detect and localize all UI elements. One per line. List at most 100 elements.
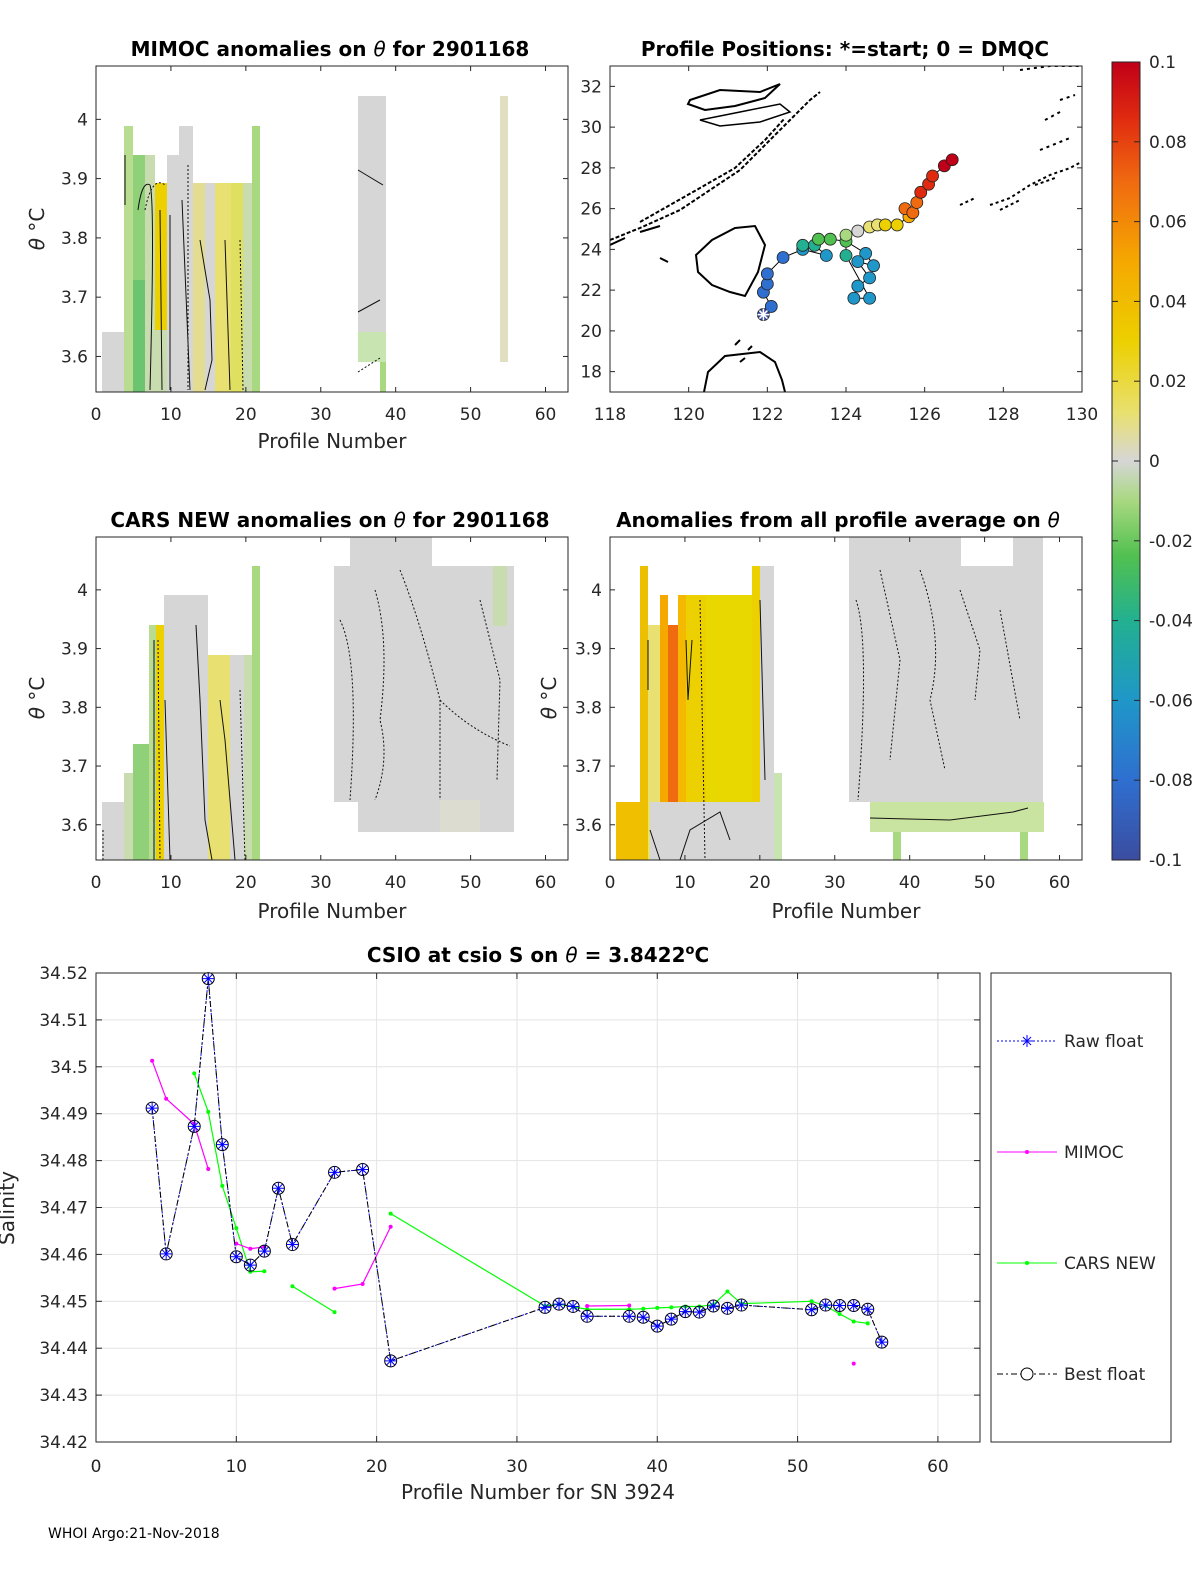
ytick-label: 3.6 [575,816,602,836]
xtick-label: 60 [1049,873,1071,893]
profile-position-marker [823,232,837,246]
panel-positions-title: Profile Positions: *=start; 0 = DMQC [641,37,1049,61]
colorbar-tick-label: 0.08 [1149,133,1187,153]
raw-float-marker [384,1354,397,1367]
map-xtick-label: 126 [908,405,940,425]
mimoc-heatmap [102,96,508,392]
raw-float-marker [637,1311,650,1324]
mimoc-point [234,1241,239,1246]
map-xtick-label: 128 [987,405,1019,425]
mimoc-point [585,1303,590,1308]
salinity-series [145,972,889,1368]
cars-new-line [292,1285,335,1313]
raw-float-marker [651,1320,664,1333]
salinity-xtick-label: 40 [646,1457,668,1477]
profile-position-marker [839,228,853,242]
xtick-label: 10 [674,873,696,893]
raw-float-marker [805,1303,818,1316]
ytick-label: 3.7 [575,757,602,777]
xtick-label: 20 [749,873,771,893]
raw-float-marker [146,1102,159,1115]
raw-float-marker [819,1299,832,1312]
profile-position-marker [945,153,959,167]
ytick-label: 3.9 [61,640,88,660]
map-ytick-label: 22 [580,281,602,301]
cars-heatmap [102,537,514,861]
map-xtick-label: 130 [1066,405,1098,425]
panel-mimoc-ylabel: θ °C [25,208,49,251]
map-xtick-label: 124 [830,405,862,425]
profile-position-marker [851,224,865,238]
cars-new-point [192,1071,197,1076]
colorbar-tick-label: 0.06 [1149,213,1187,233]
profile-position-marker [867,259,880,273]
ytick-label: 4 [77,581,88,601]
panel-cars: CARS NEW anomalies on θ for 2901168 4 3.9… [25,508,569,923]
ytick-label: 4 [77,110,88,130]
cars-new-point [725,1289,730,1294]
panel-cars-ylabel: θ °C [25,677,49,720]
xtick-label: 20 [235,405,257,425]
colorbar-tick-label: 0.1 [1149,53,1176,73]
raw-float-marker [721,1302,734,1315]
map-ytick-label: 18 [580,363,602,383]
xtick-label: 10 [160,873,182,893]
cars-new-point [837,1311,842,1316]
xtick-label: 30 [824,873,846,893]
xtick-label: 50 [974,873,996,893]
profile-position-marker [819,249,833,262]
profile-position-marker [796,238,810,252]
colorbar-tick-label: -0.08 [1149,771,1193,791]
map-xtick-label: 122 [751,405,783,425]
salinity-ytick-label: 34.47 [39,1199,88,1219]
panel-cars-xlabel: Profile Number [258,899,408,923]
salinity-ytick-label: 34.49 [39,1105,88,1125]
raw-float-marker [735,1299,748,1312]
map-ytick-label: 30 [580,118,602,138]
map-ytick-label: 20 [580,322,602,342]
salinity-ytick-label: 34.43 [39,1386,88,1406]
xtick-label: 30 [310,873,332,893]
raw-float-marker [328,1166,341,1179]
map-ytick-label: 26 [580,200,602,220]
cars-new-point [332,1310,337,1315]
salinity-ytick-label: 34.51 [39,1011,88,1031]
cars-new-point [220,1183,225,1188]
xtick-label: 50 [460,405,482,425]
footer-credit: WHOI Argo:21-Nov-2018 [48,1526,220,1542]
map-xtick-label: 120 [672,405,704,425]
raw-float-marker [553,1298,566,1311]
panel-mimoc-axes: 4 3.9 3.8 3.7 3.6 0 10 20 30 40 50 60 [61,65,569,425]
ytick-label: 3.8 [575,698,602,718]
salinity-ytick-label: 34.44 [39,1339,88,1359]
legend-label: CARS NEW [1064,1254,1156,1274]
panel-positions: Profile Positions: *=start; 0 = DMQC 323… [580,37,1098,425]
profile-position-marker [851,279,865,293]
panel-mimoc: MIMOC anomalies on θ for 2901168 [25,37,569,453]
raw-float-marker [160,1247,173,1260]
colorbar-tick-label: -0.1 [1149,851,1182,871]
cars-new-point [262,1269,267,1274]
colorbar-tick-label: -0.04 [1149,612,1193,632]
profile-position-marker [914,185,928,199]
colorbar-tick-label: 0.02 [1149,372,1187,392]
raw-float-marker [244,1259,257,1272]
mimoc-point [164,1096,169,1101]
cars-new-point [851,1319,856,1324]
ytick-label: 3.8 [61,698,88,718]
panel-mimoc-xlabel: Profile Number [258,429,408,453]
salinity-title: CSIO at csio S on θ = 3.8422oC [367,943,709,967]
raw-float-line [151,978,883,1362]
salinity-xtick-label: 50 [787,1457,809,1477]
legend-marker [1025,1150,1029,1154]
mimoc-point [851,1361,856,1366]
mimoc-point [150,1058,155,1063]
salinity-ytick-label: 34.42 [39,1433,88,1453]
salinity-xtick-label: 30 [506,1457,528,1477]
salinity-ytick-label: 34.46 [39,1245,88,1265]
cars-new-point [865,1321,870,1326]
profile-position-marker [859,247,873,260]
mimoc-point [332,1286,337,1291]
cars-new-point [669,1305,674,1310]
cars-new-line [193,1073,265,1273]
